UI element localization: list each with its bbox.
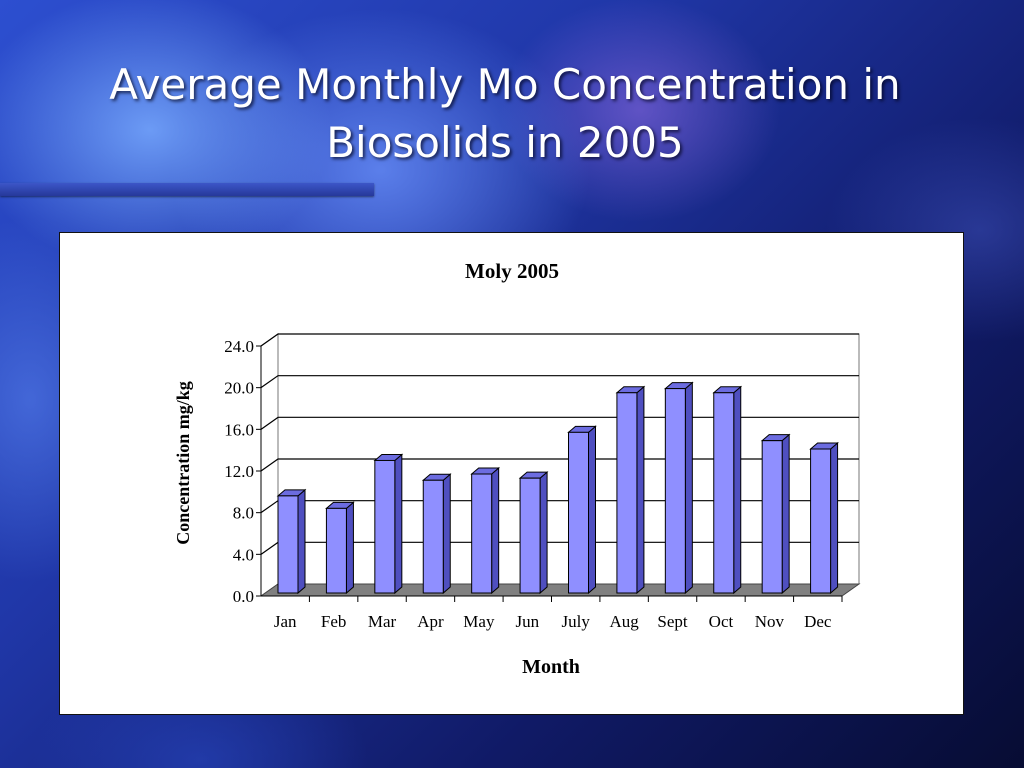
bar-sept — [664, 388, 686, 594]
title-underline-bar — [0, 183, 374, 196]
bar-side-nov — [781, 433, 790, 595]
y-tick-label: 4.0 — [233, 545, 254, 564]
chart-title: Moly 2005 — [465, 259, 559, 283]
bar-jan — [277, 495, 299, 594]
x-tick-label-mar: Mar — [368, 612, 397, 631]
bar-mar — [374, 459, 396, 594]
x-tick-label-apr: Apr — [417, 612, 444, 631]
x-tick-label-dec: Dec — [804, 612, 832, 631]
y-tick-label: 20.0 — [224, 379, 254, 398]
x-tick-label-oct: Oct — [709, 612, 734, 631]
bar-side-oct — [733, 385, 742, 595]
bar-side-july — [588, 425, 596, 595]
x-tick-label-feb: Feb — [321, 612, 347, 631]
bar-oct — [713, 392, 735, 594]
x-tick-label-sept: Sept — [657, 612, 688, 631]
y-tick-label: 0.0 — [233, 587, 254, 606]
bar-side-sept — [684, 381, 693, 595]
bar-side-jun — [539, 471, 548, 595]
x-axis-label: Month — [522, 656, 580, 678]
x-tick-label-may: May — [463, 612, 495, 631]
bar-may — [471, 473, 493, 594]
bar-apr — [422, 479, 444, 594]
x-tick-label-aug: Aug — [609, 612, 639, 631]
bar-side-may — [491, 466, 500, 595]
bar-aug — [616, 392, 638, 594]
x-tick-label-jun: Jun — [515, 612, 539, 631]
gridline — [260, 333, 859, 347]
gridline — [260, 375, 859, 389]
y-axis-label: Concentration mg/kg — [173, 381, 193, 545]
y-tick-label: 12.0 — [224, 462, 254, 481]
slide-title: Average Monthly Mo Concentration in Bios… — [0, 56, 1010, 172]
bar-side-mar — [394, 453, 403, 595]
bar-dec — [810, 448, 832, 594]
bar-side-jan — [297, 488, 306, 595]
x-tick-label-jan: Jan — [274, 612, 297, 631]
bar-feb — [325, 507, 347, 594]
bar-side-dec — [830, 441, 839, 595]
bar-chart: Moly 2005 Concentration mg/kg Month 0.0 4… — [173, 259, 861, 678]
bar-jun — [519, 477, 541, 594]
y-tick-label: 24.0 — [224, 337, 254, 356]
bar-side-apr — [442, 473, 451, 595]
chart-panel: Moly 2005 Concentration mg/kg Month 0.0 4… — [59, 232, 964, 715]
x-tick-label-nov: Nov — [755, 612, 785, 631]
bar-side-aug — [636, 385, 645, 595]
bar-side-feb — [345, 501, 354, 595]
slide-title-line-2: Biosolids in 2005 — [326, 118, 684, 167]
x-tick-label-july: July — [562, 612, 591, 631]
y-tick-label: 16.0 — [224, 420, 254, 439]
plot-area: 0.0 4.0 8.0 12.0 16.0 20.0 24.0 Jan Feb Mar Apr May… — [224, 333, 861, 631]
slide-title-line-1: Average Monthly Mo Concentration in — [109, 60, 901, 109]
bar-july — [568, 431, 589, 594]
y-tick-label: 8.0 — [233, 504, 254, 523]
bar-nov — [761, 440, 783, 594]
